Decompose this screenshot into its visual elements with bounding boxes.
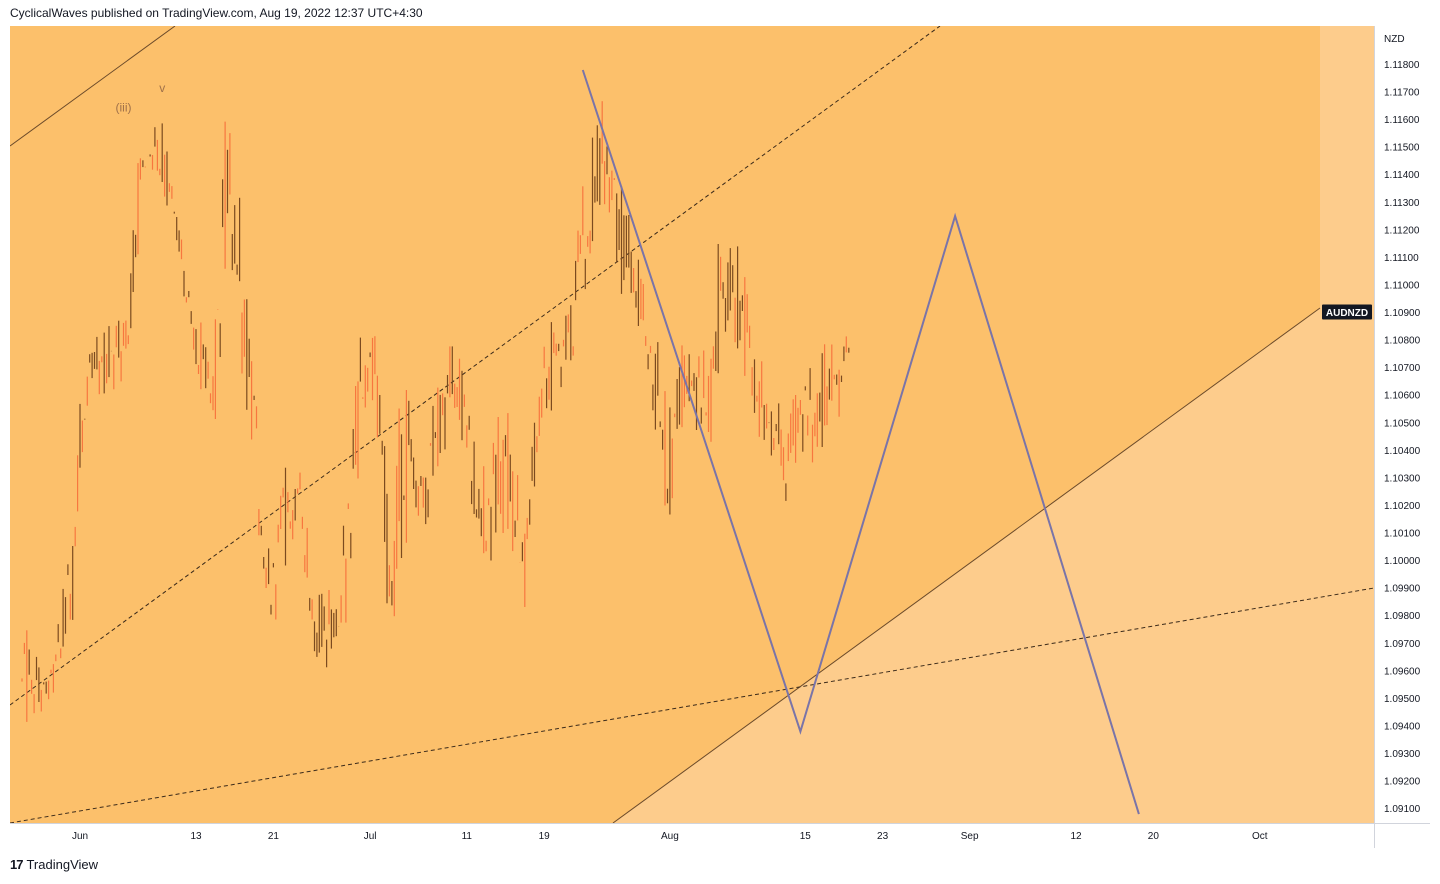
price-tick-label: 1.09600 [1384, 666, 1421, 677]
lower-channel-line [612, 307, 1321, 823]
price-tick-label: 1.09400 [1384, 721, 1421, 732]
price-tick-label: 1.10900 [1384, 308, 1421, 319]
price-tick-label: 1.11300 [1384, 198, 1420, 209]
wave-label: (iii) [116, 100, 132, 114]
wave-labels-layer: (iii) v [116, 81, 166, 114]
price-tick-label: 1.10100 [1384, 529, 1421, 540]
date-tick-label: Sep [961, 831, 979, 842]
publisher-line: CyclicalWaves published on TradingView.c… [10, 6, 423, 20]
currency-label: NZD [1384, 34, 1405, 45]
candles-layer [21, 101, 850, 722]
price-tick-label: 1.09300 [1384, 749, 1421, 760]
wave-projection-path [581, 69, 1140, 815]
price-tick-label: 1.11200 [1384, 225, 1420, 236]
price-tick-label: 1.11100 [1384, 253, 1419, 264]
upper-channel-line [10, 26, 176, 147]
price-tick-label: 1.11700 [1384, 88, 1420, 99]
wave-label: v [159, 81, 165, 95]
price-tick-label: 1.09800 [1384, 611, 1421, 622]
date-tick-label: 23 [877, 831, 889, 842]
price-tick-label: 1.10200 [1384, 501, 1421, 512]
date-tick-label: 12 [1070, 831, 1082, 842]
time-axis[interactable]: Jun 13 21 Jul 11 19 Aug 15 23 Sep 12 20 Oct [72, 831, 1268, 842]
footer: 17 TradingView [10, 857, 98, 872]
brand-label: TradingView [26, 857, 99, 872]
price-tick-label: 1.10500 [1384, 418, 1421, 429]
price-axis[interactable]: 1.11800 1.11700 1.11600 1.11500 1.11400 1.113… [1384, 60, 1421, 815]
price-tick-label: 1.11000 [1384, 280, 1420, 291]
symbol-label: AUDNZD [1326, 308, 1368, 319]
price-tick-label: 1.09500 [1384, 694, 1421, 705]
date-tick-label: Oct [1252, 831, 1268, 842]
price-tick-label: 1.10800 [1384, 336, 1421, 347]
price-tick-label: 1.11500 [1384, 143, 1420, 154]
price-tick-label: 1.10600 [1384, 391, 1421, 402]
tradingview-logo-icon: 17 [10, 857, 24, 872]
date-tick-label: 19 [539, 831, 551, 842]
date-tick-label: 21 [268, 831, 280, 842]
price-tick-label: 1.09100 [1384, 804, 1421, 815]
price-tick-label: 1.10700 [1384, 363, 1421, 374]
price-tick-label: 1.09900 [1384, 584, 1421, 595]
date-tick-label: Aug [661, 831, 679, 842]
date-tick-label: 13 [190, 831, 202, 842]
price-tick-label: 1.11400 [1384, 170, 1420, 181]
symbol-price-tag: AUDNZD [1322, 304, 1372, 320]
price-tick-label: 1.09200 [1384, 777, 1421, 788]
price-tick-label: 1.10300 [1384, 473, 1421, 484]
date-tick-label: 11 [462, 831, 473, 842]
date-tick-label: Jul [364, 831, 377, 842]
date-tick-label: 15 [800, 831, 812, 842]
date-tick-label: 20 [1148, 831, 1160, 842]
date-tick-label: Jun [72, 831, 88, 842]
price-tick-label: 1.09700 [1384, 639, 1421, 650]
symbol-tag-background [1322, 304, 1372, 320]
price-tick-label: 1.11800 [1384, 60, 1420, 71]
mid-trend-line-dashed [10, 26, 941, 706]
price-tick-label: 1.10000 [1384, 556, 1421, 567]
price-tick-label: 1.11600 [1384, 115, 1420, 126]
price-tick-label: 1.10400 [1384, 446, 1421, 457]
